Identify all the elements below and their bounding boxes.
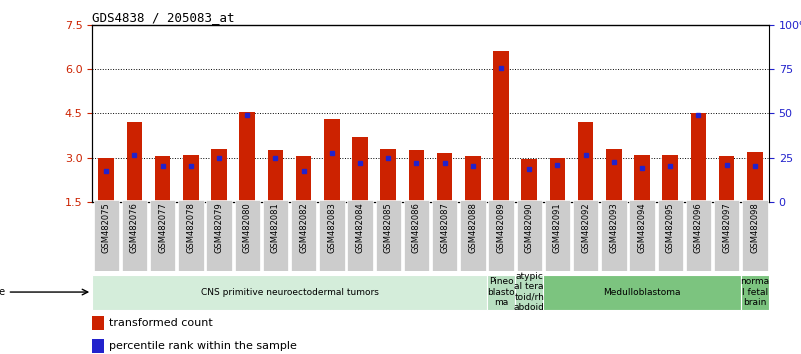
FancyBboxPatch shape bbox=[376, 200, 401, 271]
Bar bbox=[521, 159, 537, 202]
Bar bbox=[211, 149, 227, 202]
FancyBboxPatch shape bbox=[235, 200, 260, 271]
Text: GSM482098: GSM482098 bbox=[751, 202, 759, 253]
Text: CNS primitive neuroectodermal tumors: CNS primitive neuroectodermal tumors bbox=[200, 287, 378, 297]
FancyBboxPatch shape bbox=[178, 200, 203, 271]
Text: GSM482075: GSM482075 bbox=[102, 202, 111, 253]
FancyBboxPatch shape bbox=[602, 200, 626, 271]
Bar bbox=[634, 155, 650, 202]
Text: GDS4838 / 205083_at: GDS4838 / 205083_at bbox=[92, 11, 235, 24]
Text: GSM482091: GSM482091 bbox=[553, 202, 562, 253]
Text: GSM482079: GSM482079 bbox=[215, 202, 223, 253]
Text: GSM482088: GSM482088 bbox=[469, 202, 477, 253]
Text: GSM482083: GSM482083 bbox=[328, 202, 336, 253]
Text: Pineo
blasto
ma: Pineo blasto ma bbox=[487, 277, 515, 307]
Bar bbox=[465, 156, 481, 202]
FancyBboxPatch shape bbox=[460, 200, 485, 271]
FancyBboxPatch shape bbox=[122, 200, 147, 271]
Bar bbox=[127, 122, 142, 202]
Bar bbox=[549, 158, 566, 202]
FancyBboxPatch shape bbox=[150, 200, 175, 271]
Text: GSM482089: GSM482089 bbox=[497, 202, 505, 253]
FancyBboxPatch shape bbox=[207, 200, 231, 271]
Bar bbox=[92, 339, 104, 353]
FancyBboxPatch shape bbox=[92, 275, 487, 309]
FancyBboxPatch shape bbox=[741, 275, 769, 309]
Text: GSM482092: GSM482092 bbox=[582, 202, 590, 253]
FancyBboxPatch shape bbox=[543, 275, 741, 309]
FancyBboxPatch shape bbox=[489, 200, 513, 271]
FancyBboxPatch shape bbox=[686, 200, 711, 271]
FancyBboxPatch shape bbox=[573, 200, 598, 271]
FancyBboxPatch shape bbox=[714, 200, 739, 271]
Bar bbox=[606, 149, 622, 202]
Bar bbox=[437, 153, 453, 202]
Bar bbox=[493, 51, 509, 202]
FancyBboxPatch shape bbox=[319, 200, 344, 271]
Bar bbox=[380, 149, 396, 202]
Bar bbox=[578, 122, 594, 202]
Text: Medulloblastoma: Medulloblastoma bbox=[603, 287, 681, 297]
FancyBboxPatch shape bbox=[487, 275, 515, 309]
Text: GSM482086: GSM482086 bbox=[412, 202, 421, 253]
Text: GSM482087: GSM482087 bbox=[440, 202, 449, 253]
Bar bbox=[155, 156, 171, 202]
Bar bbox=[352, 137, 368, 202]
Bar bbox=[99, 158, 114, 202]
Bar bbox=[268, 150, 284, 202]
Bar bbox=[296, 156, 312, 202]
FancyBboxPatch shape bbox=[348, 200, 372, 271]
Text: GSM482095: GSM482095 bbox=[666, 202, 674, 253]
FancyBboxPatch shape bbox=[630, 200, 654, 271]
Bar bbox=[747, 152, 763, 202]
Text: disease state: disease state bbox=[0, 287, 5, 297]
FancyBboxPatch shape bbox=[263, 200, 288, 271]
Bar bbox=[324, 119, 340, 202]
Text: GSM482094: GSM482094 bbox=[638, 202, 646, 253]
Text: GSM482093: GSM482093 bbox=[610, 202, 618, 253]
Text: atypic
al tera
toid/rh
abdoid: atypic al tera toid/rh abdoid bbox=[513, 272, 545, 312]
FancyBboxPatch shape bbox=[517, 200, 542, 271]
Text: GSM482080: GSM482080 bbox=[243, 202, 252, 253]
FancyBboxPatch shape bbox=[291, 200, 316, 271]
FancyBboxPatch shape bbox=[432, 200, 457, 271]
FancyBboxPatch shape bbox=[743, 200, 767, 271]
Text: GSM482090: GSM482090 bbox=[525, 202, 533, 253]
FancyBboxPatch shape bbox=[658, 200, 683, 271]
Bar bbox=[183, 155, 199, 202]
Bar bbox=[409, 150, 425, 202]
Text: GSM482084: GSM482084 bbox=[356, 202, 364, 253]
Bar bbox=[719, 156, 735, 202]
Text: percentile rank within the sample: percentile rank within the sample bbox=[109, 341, 297, 351]
Text: GSM482081: GSM482081 bbox=[271, 202, 280, 253]
FancyBboxPatch shape bbox=[94, 200, 119, 271]
Text: GSM482082: GSM482082 bbox=[299, 202, 308, 253]
Text: norma
l fetal
brain: norma l fetal brain bbox=[740, 277, 770, 307]
Bar bbox=[239, 112, 255, 202]
Text: GSM482096: GSM482096 bbox=[694, 202, 703, 253]
Text: transformed count: transformed count bbox=[109, 318, 213, 328]
Text: GSM482078: GSM482078 bbox=[187, 202, 195, 253]
Bar bbox=[690, 113, 706, 202]
FancyBboxPatch shape bbox=[545, 200, 570, 271]
FancyBboxPatch shape bbox=[404, 200, 429, 271]
Text: GSM482076: GSM482076 bbox=[130, 202, 139, 253]
Bar bbox=[662, 155, 678, 202]
FancyBboxPatch shape bbox=[515, 275, 543, 309]
Text: GSM482085: GSM482085 bbox=[384, 202, 392, 253]
Bar bbox=[92, 316, 104, 330]
Text: GSM482097: GSM482097 bbox=[723, 202, 731, 253]
Text: GSM482077: GSM482077 bbox=[158, 202, 167, 253]
